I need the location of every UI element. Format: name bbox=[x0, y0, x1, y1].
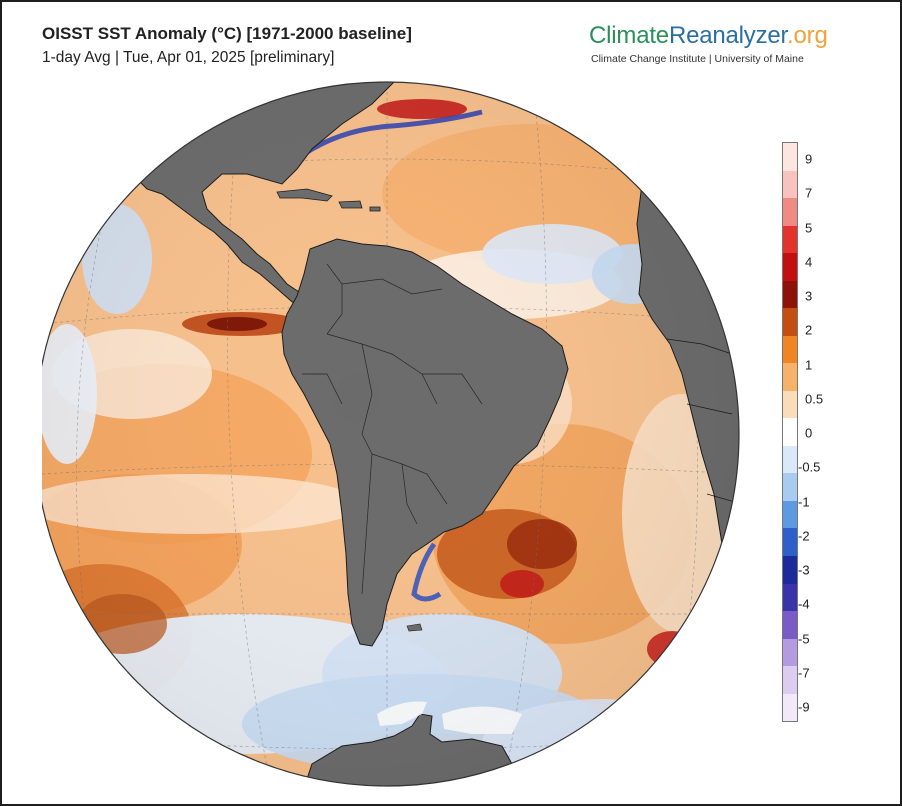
colorbar-segment bbox=[783, 500, 797, 529]
globe-shading bbox=[42, 82, 739, 786]
colorbar-segment bbox=[783, 528, 797, 556]
colorbar-label: -5 bbox=[798, 631, 810, 646]
colorbar-segment bbox=[783, 170, 797, 199]
globe-map bbox=[42, 81, 740, 787]
colorbar-label: -4 bbox=[798, 596, 810, 612]
logo-part-org: .org bbox=[787, 22, 828, 49]
colorbar-segment bbox=[783, 445, 797, 474]
colorbar-segment bbox=[783, 638, 797, 667]
colorbar-segment bbox=[783, 308, 797, 336]
colorbar-label: -1 bbox=[798, 494, 810, 509]
colorbar-label: 9 bbox=[805, 151, 813, 167]
colorbar-segment bbox=[783, 335, 797, 364]
colorbar-label: 0.5 bbox=[805, 391, 824, 407]
colorbar-label: 3 bbox=[805, 288, 813, 304]
colorbar-label: 0 bbox=[805, 425, 813, 441]
colorbar-label: -3 bbox=[798, 562, 810, 578]
colorbar-segment bbox=[783, 693, 797, 722]
colorbar-label: 7 bbox=[805, 185, 813, 201]
colorbar-label: 2 bbox=[805, 322, 813, 338]
colorbar-label: 5 bbox=[805, 220, 813, 235]
climate-reanalyzer-logo: ClimateReanalyzer.org bbox=[589, 22, 828, 50]
colorbar-label: -9 bbox=[798, 699, 810, 715]
logo-part-reanalyzer: Reanalyzer bbox=[668, 22, 788, 49]
colorbar-label: 4 bbox=[805, 254, 813, 270]
colorbar-label: -7 bbox=[798, 665, 810, 681]
colorbar-segment bbox=[783, 225, 797, 254]
colorbar-segment bbox=[783, 611, 797, 639]
globe-outline bbox=[42, 81, 740, 787]
colorbar-segment bbox=[783, 363, 797, 391]
colorbar-segment bbox=[783, 418, 797, 446]
logo-part-climate: Climate bbox=[589, 22, 669, 49]
colorbar-segment bbox=[783, 555, 797, 584]
colorbar bbox=[782, 142, 798, 722]
colorbar-segment bbox=[783, 143, 797, 171]
logo-subtitle: Climate Change Institute | University of… bbox=[591, 53, 804, 65]
colorbar-segment bbox=[783, 473, 797, 501]
colorbar-segment bbox=[783, 390, 797, 419]
colorbar-label: -0.5 bbox=[798, 459, 821, 475]
colorbar-segment bbox=[783, 280, 797, 309]
colorbar-segment bbox=[783, 666, 797, 694]
chart-subtitle: 1-day Avg | Tue, Apr 01, 2025 [prelimina… bbox=[42, 49, 335, 66]
chart-title: OISST SST Anomaly (°C) [1971-2000 baseli… bbox=[42, 24, 412, 43]
colorbar-segment bbox=[783, 583, 797, 612]
colorbar-label: -2 bbox=[798, 528, 810, 544]
colorbar-segment bbox=[783, 253, 797, 281]
colorbar-label: 1 bbox=[805, 357, 813, 372]
colorbar-segment bbox=[783, 198, 797, 226]
